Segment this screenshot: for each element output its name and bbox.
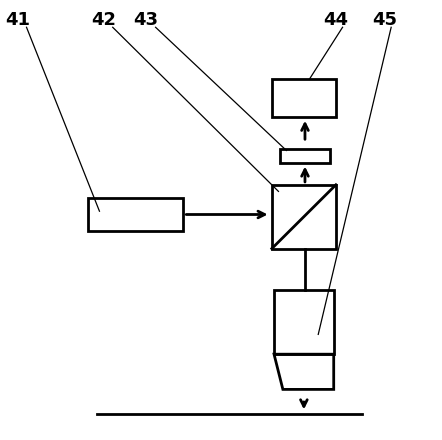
Bar [274,290,334,354]
Text: 45: 45 [372,11,397,29]
Bar [272,185,336,249]
Text: 43: 43 [133,11,158,29]
Bar [272,79,336,117]
Bar [88,198,183,231]
Bar [279,149,330,163]
Text: 41: 41 [5,11,30,29]
Text: 44: 44 [324,11,348,29]
Text: 42: 42 [91,11,116,29]
